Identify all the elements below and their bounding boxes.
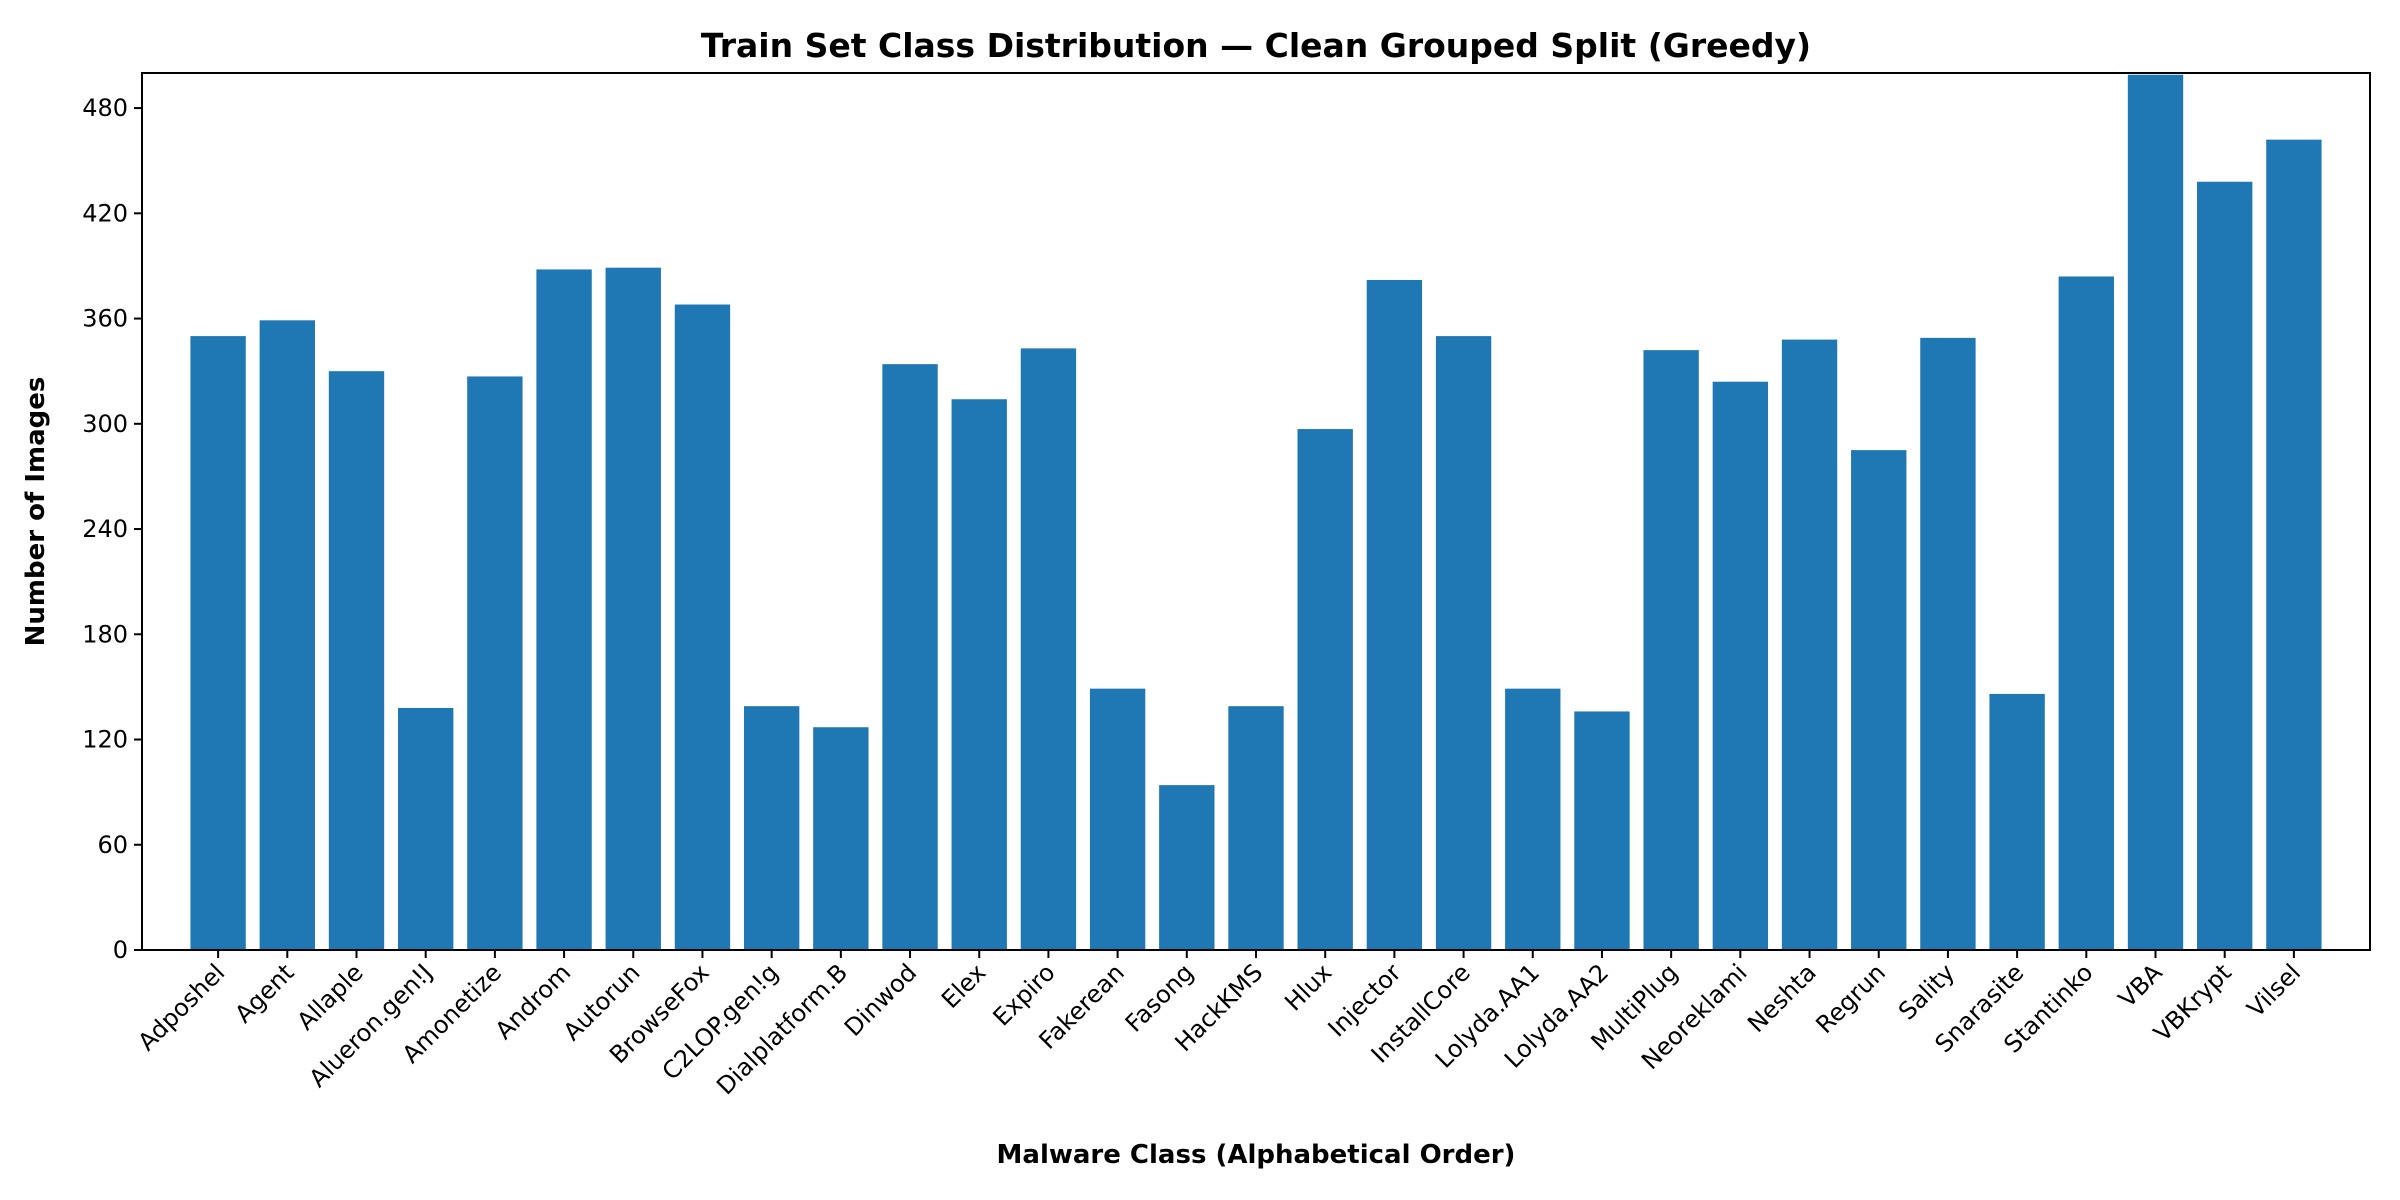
bar-lolyda-aa2 xyxy=(1574,711,1630,950)
bar-injector xyxy=(1366,279,1423,950)
x-tick-label: Sality xyxy=(1893,958,1960,1025)
x-axis-title: Malware Class (Alphabetical Order) xyxy=(997,1140,1516,1170)
bar-installcore xyxy=(1435,336,1492,951)
x-axis: Adposhel AgentAllapleAlueron.gen!JAmoneti… xyxy=(133,950,2306,1100)
x-tick-label: Neshta xyxy=(1742,958,1822,1038)
bar-regrun xyxy=(1851,450,1907,950)
y-tick-label: 240 xyxy=(82,515,128,543)
x-tick-label: Agent xyxy=(230,958,300,1028)
bar-neshta xyxy=(1781,339,1838,950)
bar-multiplug xyxy=(1643,350,1699,951)
bar-vba xyxy=(2127,74,2184,950)
y-tick-label: 120 xyxy=(82,726,128,754)
bar-stantinko xyxy=(2058,276,2114,950)
bar-vbkrypt xyxy=(2197,181,2253,951)
bar-sality xyxy=(1920,337,1976,950)
plot-frame xyxy=(141,72,2371,951)
bar-androm xyxy=(536,269,592,950)
x-tick-label: Regrun xyxy=(1810,958,1891,1039)
y-tick-label: 180 xyxy=(82,620,128,648)
bar-dialplatform-b xyxy=(813,727,869,950)
bar-lolyda-aa1 xyxy=(1505,688,1561,950)
x-tick-label: Adposhel xyxy=(133,958,231,1056)
x-tick-label: Alueron.gen!J xyxy=(304,958,438,1092)
y-tick-label: 480 xyxy=(82,94,128,122)
x-tick-label: Vilsel xyxy=(2242,958,2306,1022)
bar-allaple xyxy=(328,371,385,950)
chart-title: Train Set Class Distribution — Clean Gro… xyxy=(701,26,1811,65)
bar-snarasite xyxy=(1989,693,2045,950)
bar-elex xyxy=(951,399,1007,950)
x-tick-label: VBA xyxy=(2113,958,2168,1013)
bar-hackkms xyxy=(1228,706,1284,950)
bar-browsefox xyxy=(674,304,731,950)
y-axis-title: Number of Images xyxy=(21,377,51,647)
bar-vilsel xyxy=(2266,139,2322,951)
bar-hlux xyxy=(1297,429,1353,950)
bars-layer xyxy=(190,74,2322,951)
x-tick-label: Dinwod xyxy=(839,958,922,1041)
bar-fakerean xyxy=(1089,688,1146,950)
bar-fasong xyxy=(1159,785,1215,950)
y-tick-label: 360 xyxy=(82,305,128,333)
bar-neoreklami xyxy=(1712,381,1769,951)
x-tick-label: Hlux xyxy=(1279,958,1337,1016)
bar-expiro xyxy=(1020,348,1077,950)
bar-agent xyxy=(259,320,315,951)
y-tick-label: 0 xyxy=(113,936,128,964)
y-tick-label: 420 xyxy=(82,199,128,227)
y-tick-label: 60 xyxy=(97,831,128,859)
bar-autorun xyxy=(605,267,661,951)
bar-dinwod xyxy=(882,364,938,950)
bar-amonetize xyxy=(467,376,523,950)
y-tick-label: 300 xyxy=(82,410,128,438)
bar-c2lop-gen-g xyxy=(743,706,800,950)
x-tick-label: Elex xyxy=(936,958,991,1013)
y-axis: 0 60 120 180 240 300 360 420 480 xyxy=(82,94,142,964)
x-tick-label: VBKrypt xyxy=(2148,958,2237,1047)
bar-adposhel xyxy=(190,336,246,951)
bar-alueron-gen-j xyxy=(398,707,454,950)
